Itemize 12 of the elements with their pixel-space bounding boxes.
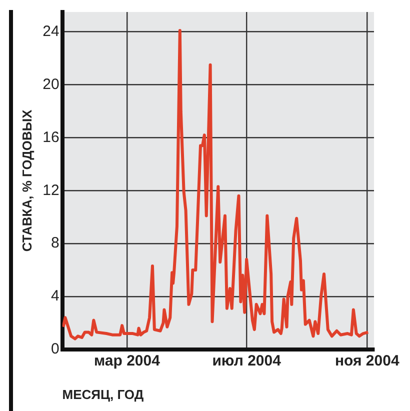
y-tick-label: 4 (50, 288, 60, 305)
y-tick-label: 24 (42, 22, 60, 40)
y-tick-label: 16 (42, 128, 60, 146)
y-tick-label: 0 (50, 340, 60, 358)
x-tick-label: ноя 2004 (334, 352, 400, 370)
x-tick-label: мар 2004 (94, 352, 161, 370)
y-tick-label: 12 (42, 182, 60, 199)
y-tick-label: 20 (42, 76, 60, 93)
x-tick-label: июл 2004 (212, 352, 282, 370)
x-axis-title: МЕСЯЦ, ГОД (62, 386, 144, 402)
y-tick-label: 8 (50, 234, 60, 252)
y-axis-title: СТАВКА, % ГОДОВЫХ (19, 109, 34, 252)
